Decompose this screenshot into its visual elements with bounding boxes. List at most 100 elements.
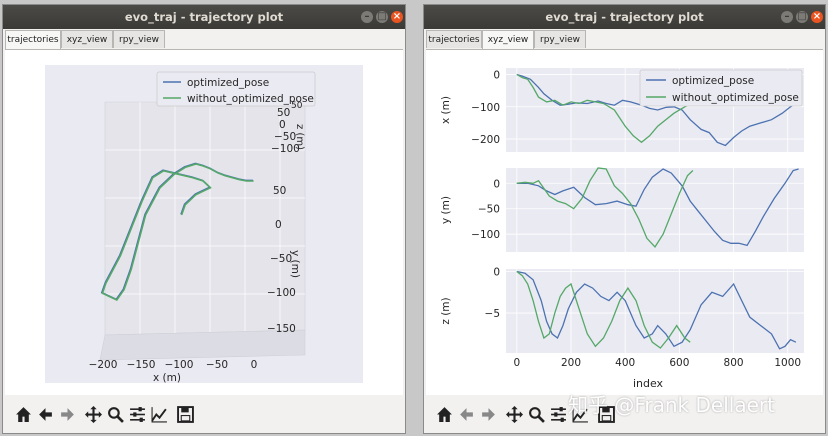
z-tick-label: 50 [277,107,290,119]
x-tick-label: 600 [669,357,689,369]
x-axis-label: x (m) [153,372,181,384]
x-tick-label: −150 [127,359,156,371]
minimize-button[interactable]: – [781,11,793,23]
series-line-without-optimized-pose [516,270,691,349]
y-tick-label: −50 [478,204,500,216]
configure-subplots-icon[interactable] [129,406,146,423]
forward-icon[interactable] [480,406,497,423]
legend-optimized-pose: optimized_pose [187,77,269,89]
zoom-icon[interactable] [528,406,545,423]
series-line-optimized-pose [516,168,799,247]
tab-xyz-view[interactable]: xyz_view [61,30,113,48]
y-axis-label: y (m) [440,196,452,224]
tab-rpy-view[interactable]: rpy_view [113,30,165,48]
tab-trajectories[interactable]: trajectories [426,30,482,48]
y-tick-label: 0 [493,178,500,190]
x-tick-label: 1000 [774,357,801,369]
close-button[interactable]: × [391,11,403,23]
home-icon[interactable] [436,406,453,423]
plot-canvas[interactable]: optimized_pose without_optimized_pose −2… [5,49,403,395]
legend-optimized-pose: optimized_pose [672,75,754,87]
z-tick-label: 50 [291,101,303,111]
series-line-optimized-pose [516,73,799,147]
x-tick-label: −100 [165,359,194,371]
series-line-without-optimized-pose [516,167,694,248]
x-tick-label: 200 [561,357,581,369]
y-tick-label: 0 [493,69,500,81]
x-tick-label: 800 [724,357,744,369]
tab-rpy-view[interactable]: rpy_view [534,30,586,48]
plot-canvas[interactable]: 0 −100 −200 x (m) 0 −50 −100 y (m) 0 200 400 600 800… [426,49,823,395]
y-tick-label: −100 [471,229,500,241]
y-axis-label: z (m) [440,297,452,324]
y-tick-label: 50 [273,185,286,197]
home-icon[interactable] [15,406,32,423]
trajectory-without-optimized-pose [101,163,254,302]
x-axis-label: index [633,377,664,390]
window-title: evo_traj - trajectory plot [124,10,284,24]
edit-axis-icon[interactable] [151,406,168,423]
close-button[interactable]: × [811,11,823,23]
forward-icon[interactable] [59,406,76,423]
tab-trajectories[interactable]: trajectories [5,30,61,49]
x-tick-label: 400 [615,357,635,369]
z-tick-label: −100 [271,143,300,155]
x-tick-label: −50 [206,359,228,371]
title-bar[interactable]: evo_traj - trajectory plot – □ × [3,5,405,29]
right-window: evo_traj - trajectory plot – □ × traject… [423,4,826,434]
pan-icon[interactable] [85,406,102,423]
watermark: 知乎 @Frank Dellaert [568,393,775,417]
series-line-without-optimized-pose [516,73,696,144]
y-tick-label: −100 [471,102,500,114]
z-tick-labels: 50 0 −50 −100 50 [271,101,303,155]
y-tick-labels: 50 0 −50 −100 −150 [267,185,296,335]
edit-axis-icon[interactable] [572,406,589,423]
subplot-z: 0 200 400 600 800 1000 0 −5 z (m) [440,266,804,369]
zoom-icon[interactable] [107,406,124,423]
y-tick-label: −150 [267,323,296,335]
x-tick-label: −200 [89,359,118,371]
z-tick-label: 0 [279,119,286,131]
plot-area [506,168,804,252]
legend-without-optimized-pose: without_optimized_pose [187,93,314,105]
z-axis-label: z (m) [294,124,305,150]
legend: optimized_pose without_optimized_pose [639,69,803,107]
left-window: evo_traj - trajectory plot – □ × traject… [2,4,406,434]
grid-3d [105,102,305,334]
y-axis-label: y (m) [289,250,301,278]
configure-subplots-icon[interactable] [550,406,567,423]
y-tick-label: −50 [270,253,292,265]
back-icon[interactable] [458,406,475,423]
series-line-optimized-pose [516,270,797,350]
subplot-y: 0 −50 −100 y (m) [440,167,804,252]
axis-pane-floor [99,329,306,361]
legend: optimized_pose without_optimized_pose [156,71,316,107]
save-icon[interactable] [598,406,615,423]
plot-area [506,269,804,353]
x-tick-labels: −200 −150 −100 −50 0 [89,359,258,371]
y-tick-label: 0 [493,266,500,278]
y-tick-label: −100 [267,287,296,299]
legend-without-optimized-pose: without_optimized_pose [672,92,799,104]
tab-xyz-view[interactable]: xyz_view [482,30,534,49]
z-tick-label: −50 [274,131,296,143]
save-icon[interactable] [177,406,194,423]
toolbar [424,395,825,433]
minimize-button[interactable]: – [361,11,373,23]
y-tick-label: 0 [275,219,282,231]
y-tick-label: −200 [471,134,500,146]
x-tick-label: 0 [513,357,520,369]
plot-3d: optimized_pose without_optimized_pose −2… [45,65,363,384]
title-bar[interactable]: evo_traj - trajectory plot – □ × [424,5,825,29]
back-icon[interactable] [37,406,54,423]
y-tick-label: −5 [485,308,500,320]
pan-icon[interactable] [506,406,523,423]
trajectory-3d-lines [100,162,254,302]
toolbar [3,395,405,433]
window-title: evo_traj - trajectory plot [545,10,704,24]
x-tick-label: 0 [251,359,258,371]
maximize-button[interactable]: □ [796,11,808,23]
y-axis-label: x (m) [440,96,452,124]
maximize-button[interactable]: □ [376,11,388,23]
